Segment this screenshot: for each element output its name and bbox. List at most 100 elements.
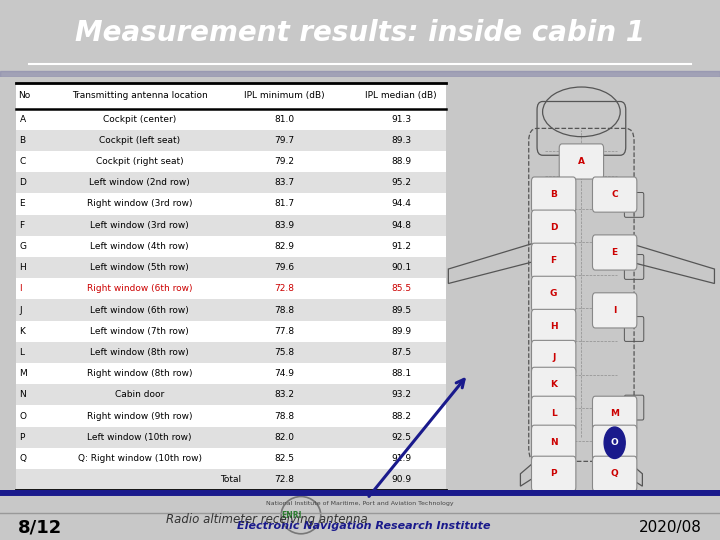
Bar — [16, 83, 446, 109]
Text: 83.2: 83.2 — [274, 390, 294, 400]
Text: 2020/08: 2020/08 — [639, 520, 702, 535]
FancyBboxPatch shape — [531, 210, 576, 245]
Text: 89.9: 89.9 — [391, 327, 411, 336]
Bar — [16, 214, 446, 236]
Text: 94.4: 94.4 — [391, 199, 411, 208]
Text: Q: Right window (10th row): Q: Right window (10th row) — [78, 454, 202, 463]
Text: L: L — [551, 409, 557, 418]
Text: 85.5: 85.5 — [391, 285, 411, 293]
FancyBboxPatch shape — [531, 177, 576, 212]
Bar — [16, 469, 446, 490]
Text: C: C — [19, 157, 26, 166]
Text: 79.6: 79.6 — [274, 263, 294, 272]
FancyBboxPatch shape — [593, 425, 637, 460]
Text: No: No — [18, 91, 30, 100]
Text: Left window (6th row): Left window (6th row) — [90, 306, 189, 314]
Text: 78.8: 78.8 — [274, 306, 294, 314]
Text: 8/12: 8/12 — [18, 518, 62, 537]
Bar — [16, 130, 446, 151]
Text: 91.2: 91.2 — [391, 242, 411, 251]
Bar — [16, 342, 446, 363]
FancyBboxPatch shape — [531, 396, 576, 431]
FancyBboxPatch shape — [593, 235, 637, 270]
Text: National Institute of Maritime, Port and Aviation Technology: National Institute of Maritime, Port and… — [266, 501, 454, 506]
Text: 78.8: 78.8 — [274, 411, 294, 421]
Text: O: O — [19, 411, 27, 421]
Text: 94.8: 94.8 — [391, 221, 411, 230]
Text: Left window (5th row): Left window (5th row) — [90, 263, 189, 272]
Text: 82.0: 82.0 — [274, 433, 294, 442]
Text: 82.5: 82.5 — [274, 454, 294, 463]
Text: Cockpit (right seat): Cockpit (right seat) — [96, 157, 184, 166]
Text: Transmitting antenna location: Transmitting antenna location — [72, 91, 207, 100]
Text: Left window (3rd row): Left window (3rd row) — [90, 221, 189, 230]
Text: 81.0: 81.0 — [274, 114, 294, 124]
Text: Left window (2nd row): Left window (2nd row) — [89, 178, 190, 187]
FancyArrowPatch shape — [369, 379, 464, 496]
Text: G: G — [550, 289, 557, 298]
FancyBboxPatch shape — [593, 293, 637, 328]
Text: 88.2: 88.2 — [391, 411, 411, 421]
Text: E: E — [611, 248, 618, 257]
Text: 72.8: 72.8 — [274, 475, 294, 484]
Text: 87.5: 87.5 — [391, 348, 411, 357]
Bar — [16, 151, 446, 172]
Text: IPL minimum (dB): IPL minimum (dB) — [244, 91, 324, 100]
Bar — [0, 71, 720, 77]
Text: Electronic Navigation Research Institute: Electronic Navigation Research Institute — [237, 521, 490, 531]
Text: 88.1: 88.1 — [391, 369, 411, 378]
Text: H: H — [19, 263, 26, 272]
Text: B: B — [19, 136, 26, 145]
Text: 95.2: 95.2 — [391, 178, 411, 187]
Text: 83.9: 83.9 — [274, 221, 294, 230]
Text: Left window (8th row): Left window (8th row) — [90, 348, 189, 357]
Text: C: C — [611, 190, 618, 199]
FancyBboxPatch shape — [531, 425, 576, 460]
Text: Radio altimeter receiving antenna: Radio altimeter receiving antenna — [166, 513, 367, 526]
Text: 77.8: 77.8 — [274, 327, 294, 336]
Text: 92.5: 92.5 — [391, 433, 411, 442]
Text: Cockpit (center): Cockpit (center) — [103, 114, 176, 124]
Bar — [16, 109, 446, 130]
Text: Measurement results: inside cabin 1: Measurement results: inside cabin 1 — [75, 19, 645, 47]
FancyBboxPatch shape — [593, 396, 637, 431]
Text: 79.7: 79.7 — [274, 136, 294, 145]
Text: Cabin door: Cabin door — [115, 390, 164, 400]
FancyBboxPatch shape — [531, 340, 576, 375]
Text: P: P — [550, 469, 557, 478]
Text: B: B — [550, 190, 557, 199]
FancyBboxPatch shape — [559, 144, 603, 179]
Text: 90.1: 90.1 — [391, 263, 411, 272]
Text: 74.9: 74.9 — [274, 369, 294, 378]
Text: 90.9: 90.9 — [391, 475, 411, 484]
Text: M: M — [19, 369, 27, 378]
Bar — [16, 193, 446, 214]
Text: H: H — [550, 322, 557, 332]
Text: 91.3: 91.3 — [391, 114, 411, 124]
Bar — [16, 236, 446, 257]
Bar — [16, 299, 446, 321]
Text: N: N — [550, 438, 557, 447]
Text: D: D — [550, 223, 557, 232]
FancyBboxPatch shape — [531, 243, 576, 278]
Text: Right window (3rd row): Right window (3rd row) — [87, 199, 192, 208]
FancyBboxPatch shape — [593, 456, 637, 491]
FancyBboxPatch shape — [531, 367, 576, 402]
Text: Right window (8th row): Right window (8th row) — [87, 369, 192, 378]
Text: IPL median (dB): IPL median (dB) — [365, 91, 437, 100]
FancyBboxPatch shape — [531, 456, 576, 491]
FancyBboxPatch shape — [531, 309, 576, 345]
Text: Cockpit (left seat): Cockpit (left seat) — [99, 136, 180, 145]
Text: K: K — [550, 380, 557, 389]
FancyBboxPatch shape — [593, 177, 637, 212]
Text: ENRI: ENRI — [282, 511, 302, 519]
Text: Left window (7th row): Left window (7th row) — [90, 327, 189, 336]
Text: 93.2: 93.2 — [391, 390, 411, 400]
Text: 89.5: 89.5 — [391, 306, 411, 314]
Text: E: E — [19, 199, 25, 208]
Text: Right window (6th row): Right window (6th row) — [87, 285, 192, 293]
FancyBboxPatch shape — [531, 276, 576, 312]
Text: 83.7: 83.7 — [274, 178, 294, 187]
Text: P: P — [19, 433, 24, 442]
Circle shape — [604, 427, 625, 458]
